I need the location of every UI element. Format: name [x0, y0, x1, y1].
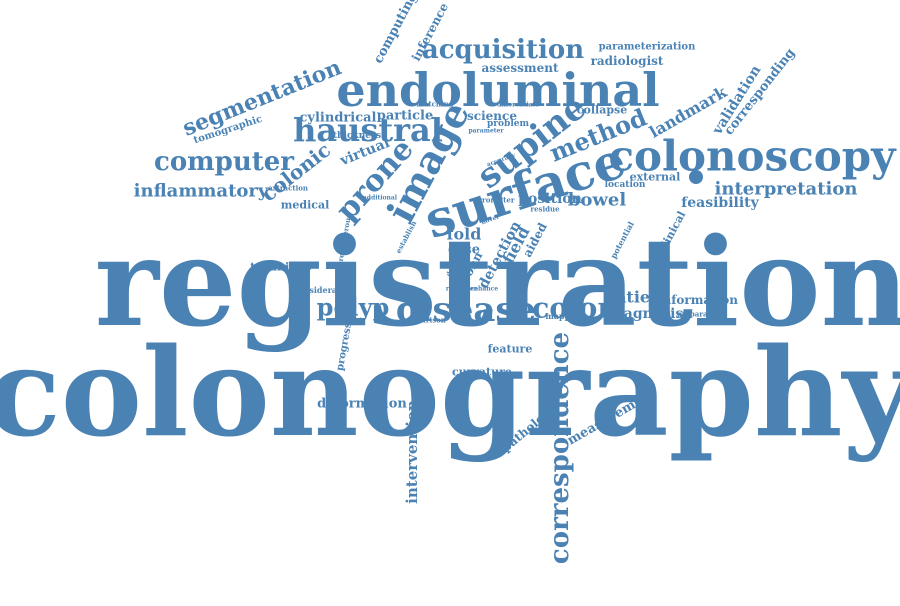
decorative-dot — [816, 399, 828, 411]
cloud-word: interpretation — [715, 179, 858, 200]
cloud-word: cylindrical — [300, 111, 377, 126]
cloud-word: feasibility — [681, 195, 759, 211]
cloud-word: intervention — [403, 400, 421, 504]
cloud-word: diagnosis — [609, 306, 684, 322]
cloud-word: thickness — [333, 131, 381, 141]
cloud-word: technique — [250, 261, 312, 274]
cloud-word: extraction — [268, 184, 308, 193]
cloud-word: colonography — [0, 320, 900, 464]
cloud-word: colonoscopy — [608, 132, 897, 181]
cloud-word: endoluminal — [336, 63, 659, 117]
cloud-word: considerable — [293, 285, 350, 295]
cloud-word: acquisition — [422, 35, 584, 65]
cloud-word: feature — [488, 343, 533, 356]
cloud-word: case — [448, 243, 480, 258]
cloud-word: differentiate — [497, 102, 539, 109]
cloud-word: parameter — [468, 128, 504, 135]
cloud-word: radiologist — [591, 54, 664, 68]
cloud-word: fold — [447, 225, 482, 244]
cloud-word: collapse — [577, 104, 627, 117]
cloud-word: computer — [154, 147, 294, 177]
cloud-word: filter — [495, 196, 514, 205]
cloud-word: residue — [530, 205, 560, 214]
cloud-word: parameterization — [599, 42, 696, 53]
cloud-word: correspondence — [545, 332, 575, 564]
cloud-word: registration — [95, 210, 900, 354]
cloud-word: disease — [396, 290, 536, 330]
decorative-dot — [689, 170, 703, 184]
cloud-word: deformation — [317, 397, 407, 412]
cloud-word: curvature — [452, 366, 512, 379]
cloud-word: medical — [281, 199, 330, 212]
cloud-word: bowel — [568, 190, 627, 211]
cloud-word: position — [518, 191, 582, 207]
cloud-word: comparison — [400, 316, 446, 325]
cloud-word: additional — [363, 195, 398, 202]
cloud-word: matching — [416, 100, 453, 109]
cloud-word: polyp — [317, 293, 390, 322]
cloud-word: colon — [532, 292, 617, 325]
cloud-word: preparation — [677, 310, 723, 319]
cloud-word: reference — [446, 286, 478, 293]
cloud-word: haustral — [293, 111, 443, 149]
cloud-word: problem — [487, 119, 529, 129]
cloud-word: inflammatory — [134, 181, 269, 202]
cloud-word: assessment — [481, 61, 558, 75]
cloud-word: particle — [377, 109, 433, 124]
cloud-word: external — [630, 171, 681, 184]
cloud-word: enhance — [470, 286, 498, 293]
cloud-word: patient — [605, 288, 670, 307]
cloud-word: error — [474, 196, 494, 205]
cloud-word: information — [658, 293, 738, 307]
cloud-word: mapping — [545, 311, 585, 321]
cloud-word: location — [605, 180, 646, 190]
cloud-word: science — [467, 109, 517, 123]
